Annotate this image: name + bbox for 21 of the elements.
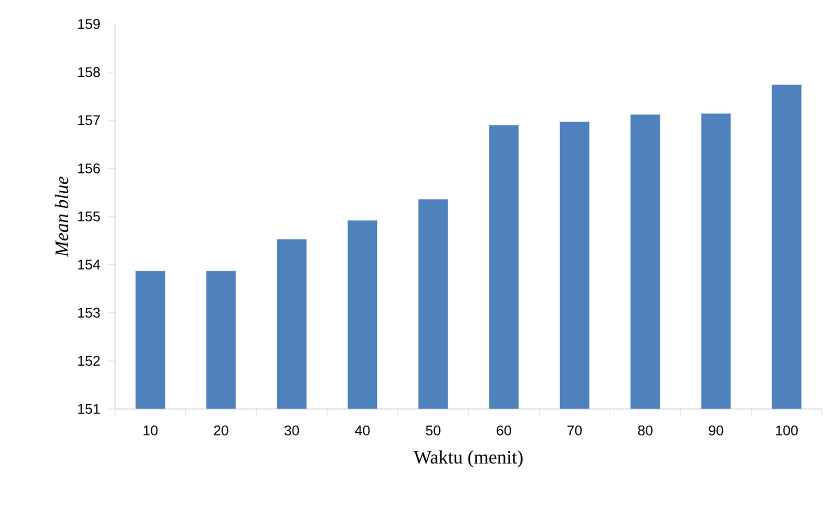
x-tick-label: 90 (708, 426, 724, 436)
y-tick-label: 157 (78, 115, 100, 126)
x-tick-label: 50 (426, 426, 440, 436)
x-axis-title: Waktu (menit) (414, 450, 523, 468)
y-tick-label: 154 (78, 260, 100, 270)
y-tick-label: 153 (78, 308, 100, 318)
x-tick-label: 100 (776, 426, 798, 436)
y-tick-label: 158 (78, 67, 100, 78)
y-tick-label: 152 (78, 356, 100, 366)
x-tick-label: 20 (214, 426, 228, 436)
y-tick-label: 159 (78, 19, 100, 29)
x-tick-label: 80 (638, 426, 652, 436)
x-tick-label: 40 (355, 426, 370, 436)
y-axis-title: Mean blue (54, 176, 68, 258)
x-tick-label: 10 (144, 426, 158, 436)
x-tick-label: 60 (496, 426, 512, 436)
y-tick-label: 156 (78, 163, 100, 174)
x-tick-label: 30 (284, 426, 299, 436)
x-tick-label: 70 (567, 426, 582, 436)
y-tick-label: 151 (78, 404, 100, 414)
y-tick-label: 155 (78, 212, 100, 222)
